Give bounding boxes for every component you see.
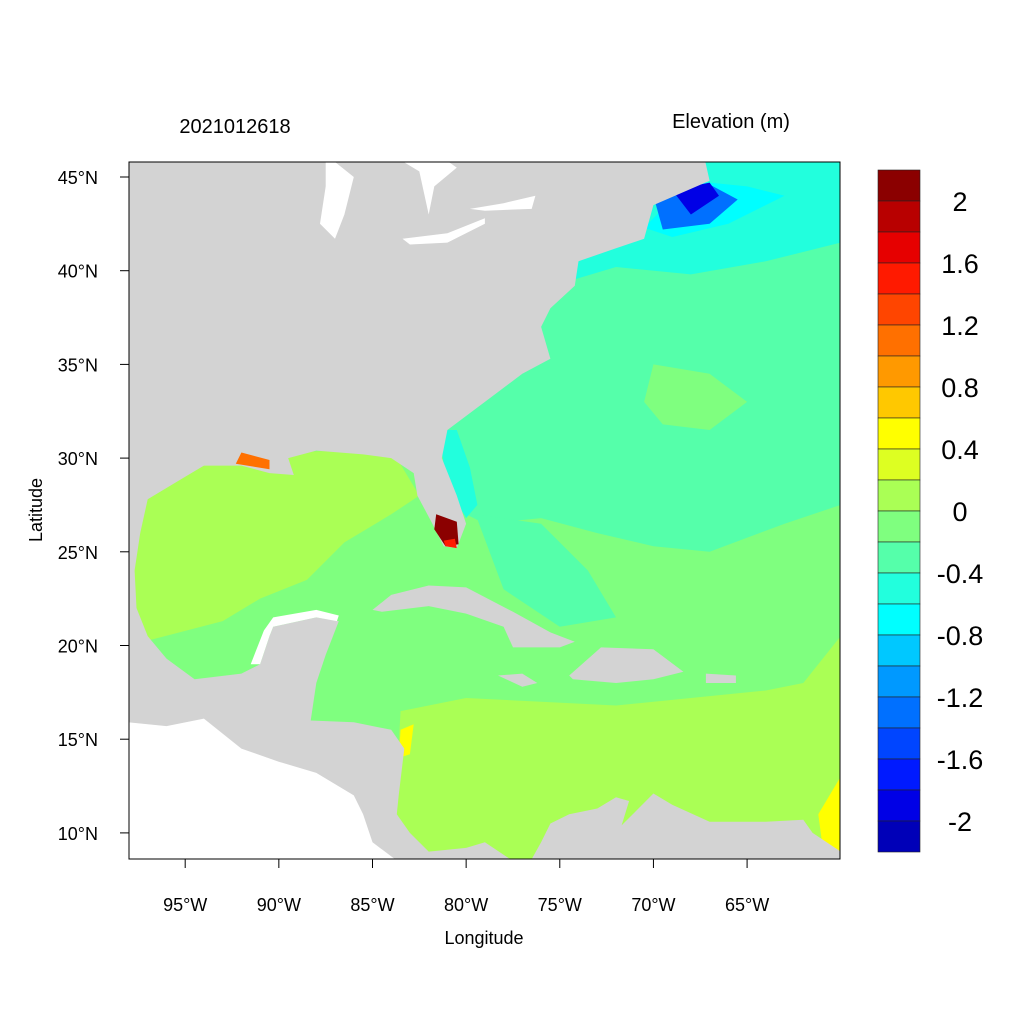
yucatan-shelf-missing <box>250 609 339 665</box>
florida-shelf-region <box>438 430 478 519</box>
y-tick-label: 35°N <box>58 355 98 375</box>
colorbar-bin <box>877 479 921 512</box>
colorbar-bin <box>877 448 921 481</box>
timestamp-title: 2021012618 <box>179 116 290 138</box>
gulf-of-mexico-region <box>129 448 420 646</box>
axis-ticks: 95°W 90°W 85°W 80°W 75°W 70°W 65°W 45°N 40°N 35°N… <box>58 168 769 915</box>
colorbar-label: 1.2 <box>941 311 979 341</box>
louisiana-orange <box>235 452 270 470</box>
y-tick-label: 30°N <box>58 449 98 469</box>
plot-frame <box>128 161 841 860</box>
x-tick-label: 85°W <box>350 895 394 915</box>
colorbar-bin <box>877 262 921 295</box>
south-america-land <box>531 793 840 859</box>
colorbar-label: -2 <box>948 807 972 837</box>
colorbar-bin <box>877 789 921 822</box>
colorbar-bin <box>877 696 921 729</box>
jamaica-land <box>498 673 538 687</box>
colorbar-bin <box>877 231 921 264</box>
y-tick-label: 10°N <box>58 824 98 844</box>
x-tick-label: 70°W <box>631 895 675 915</box>
colorbar-bin <box>877 510 921 543</box>
bahamas-region <box>475 514 616 627</box>
cuba-land <box>372 585 575 648</box>
colorbar-bin <box>877 324 921 357</box>
lake-ontario <box>469 195 536 211</box>
colorbar-bin <box>877 820 921 853</box>
florida-high-elevation <box>434 514 459 547</box>
hispaniola-land <box>569 647 684 683</box>
y-axis-label: Latitude <box>26 478 46 542</box>
colorbar-label: -1.2 <box>937 683 984 713</box>
x-tick-label: 80°W <box>444 895 488 915</box>
y-tick-label: 25°N <box>58 543 98 563</box>
colorbar-label: -0.4 <box>937 559 984 589</box>
colorbar-bin <box>877 572 921 605</box>
x-tick-label: 95°W <box>163 895 207 915</box>
north-central-america-land <box>129 162 710 859</box>
colorbar-bin <box>877 169 921 202</box>
colorbar-bin <box>877 355 921 388</box>
y-tick-label: 45°N <box>58 168 98 188</box>
colorbar-label: 1.6 <box>941 249 979 279</box>
colorbar-bin <box>877 758 921 791</box>
y-tick-label: 20°N <box>58 637 98 657</box>
variable-title: Elevation (m) <box>672 111 790 133</box>
colorbar-label: 2 <box>952 187 967 217</box>
x-tick-label: 65°W <box>725 895 769 915</box>
caribbean-south-region <box>391 636 840 859</box>
lake-michigan <box>320 162 354 239</box>
colorbar-bin <box>877 417 921 450</box>
lake-huron <box>403 162 457 215</box>
puerto-rico-land <box>705 673 736 683</box>
colorbar-label: -0.8 <box>937 621 984 651</box>
colorbar-label: -1.6 <box>937 745 984 775</box>
map-area <box>129 162 840 859</box>
colorbar-label: 0.4 <box>941 435 979 465</box>
pacific-missing <box>129 718 395 859</box>
x-tick-label: 90°W <box>257 895 301 915</box>
y-tick-label: 15°N <box>58 730 98 750</box>
lake-erie <box>402 218 485 245</box>
colorbar-bin <box>877 541 921 574</box>
colorbar-bin <box>877 293 921 326</box>
colorbar-bin <box>877 727 921 760</box>
colorbar-bin <box>877 386 921 419</box>
atlantic-patch <box>644 364 748 430</box>
colorbar-label: 0 <box>952 497 967 527</box>
colorbar-bin <box>877 603 921 636</box>
florida-tip-red <box>443 538 457 549</box>
y-tick-label: 40°N <box>58 262 98 282</box>
colorbar-bin <box>877 200 921 233</box>
colorbar-bin <box>877 634 921 667</box>
x-axis-label: Longitude <box>444 928 523 948</box>
colorbar-label: 0.8 <box>941 373 979 403</box>
colorbar: 2 1.6 1.2 0.8 0.4 0 -0.4 -0.8 -1.2 -1.6 -2 <box>877 169 984 853</box>
x-tick-label: 75°W <box>538 895 582 915</box>
colorbar-bin <box>877 665 921 698</box>
venezuela-yellow-region <box>818 777 840 852</box>
